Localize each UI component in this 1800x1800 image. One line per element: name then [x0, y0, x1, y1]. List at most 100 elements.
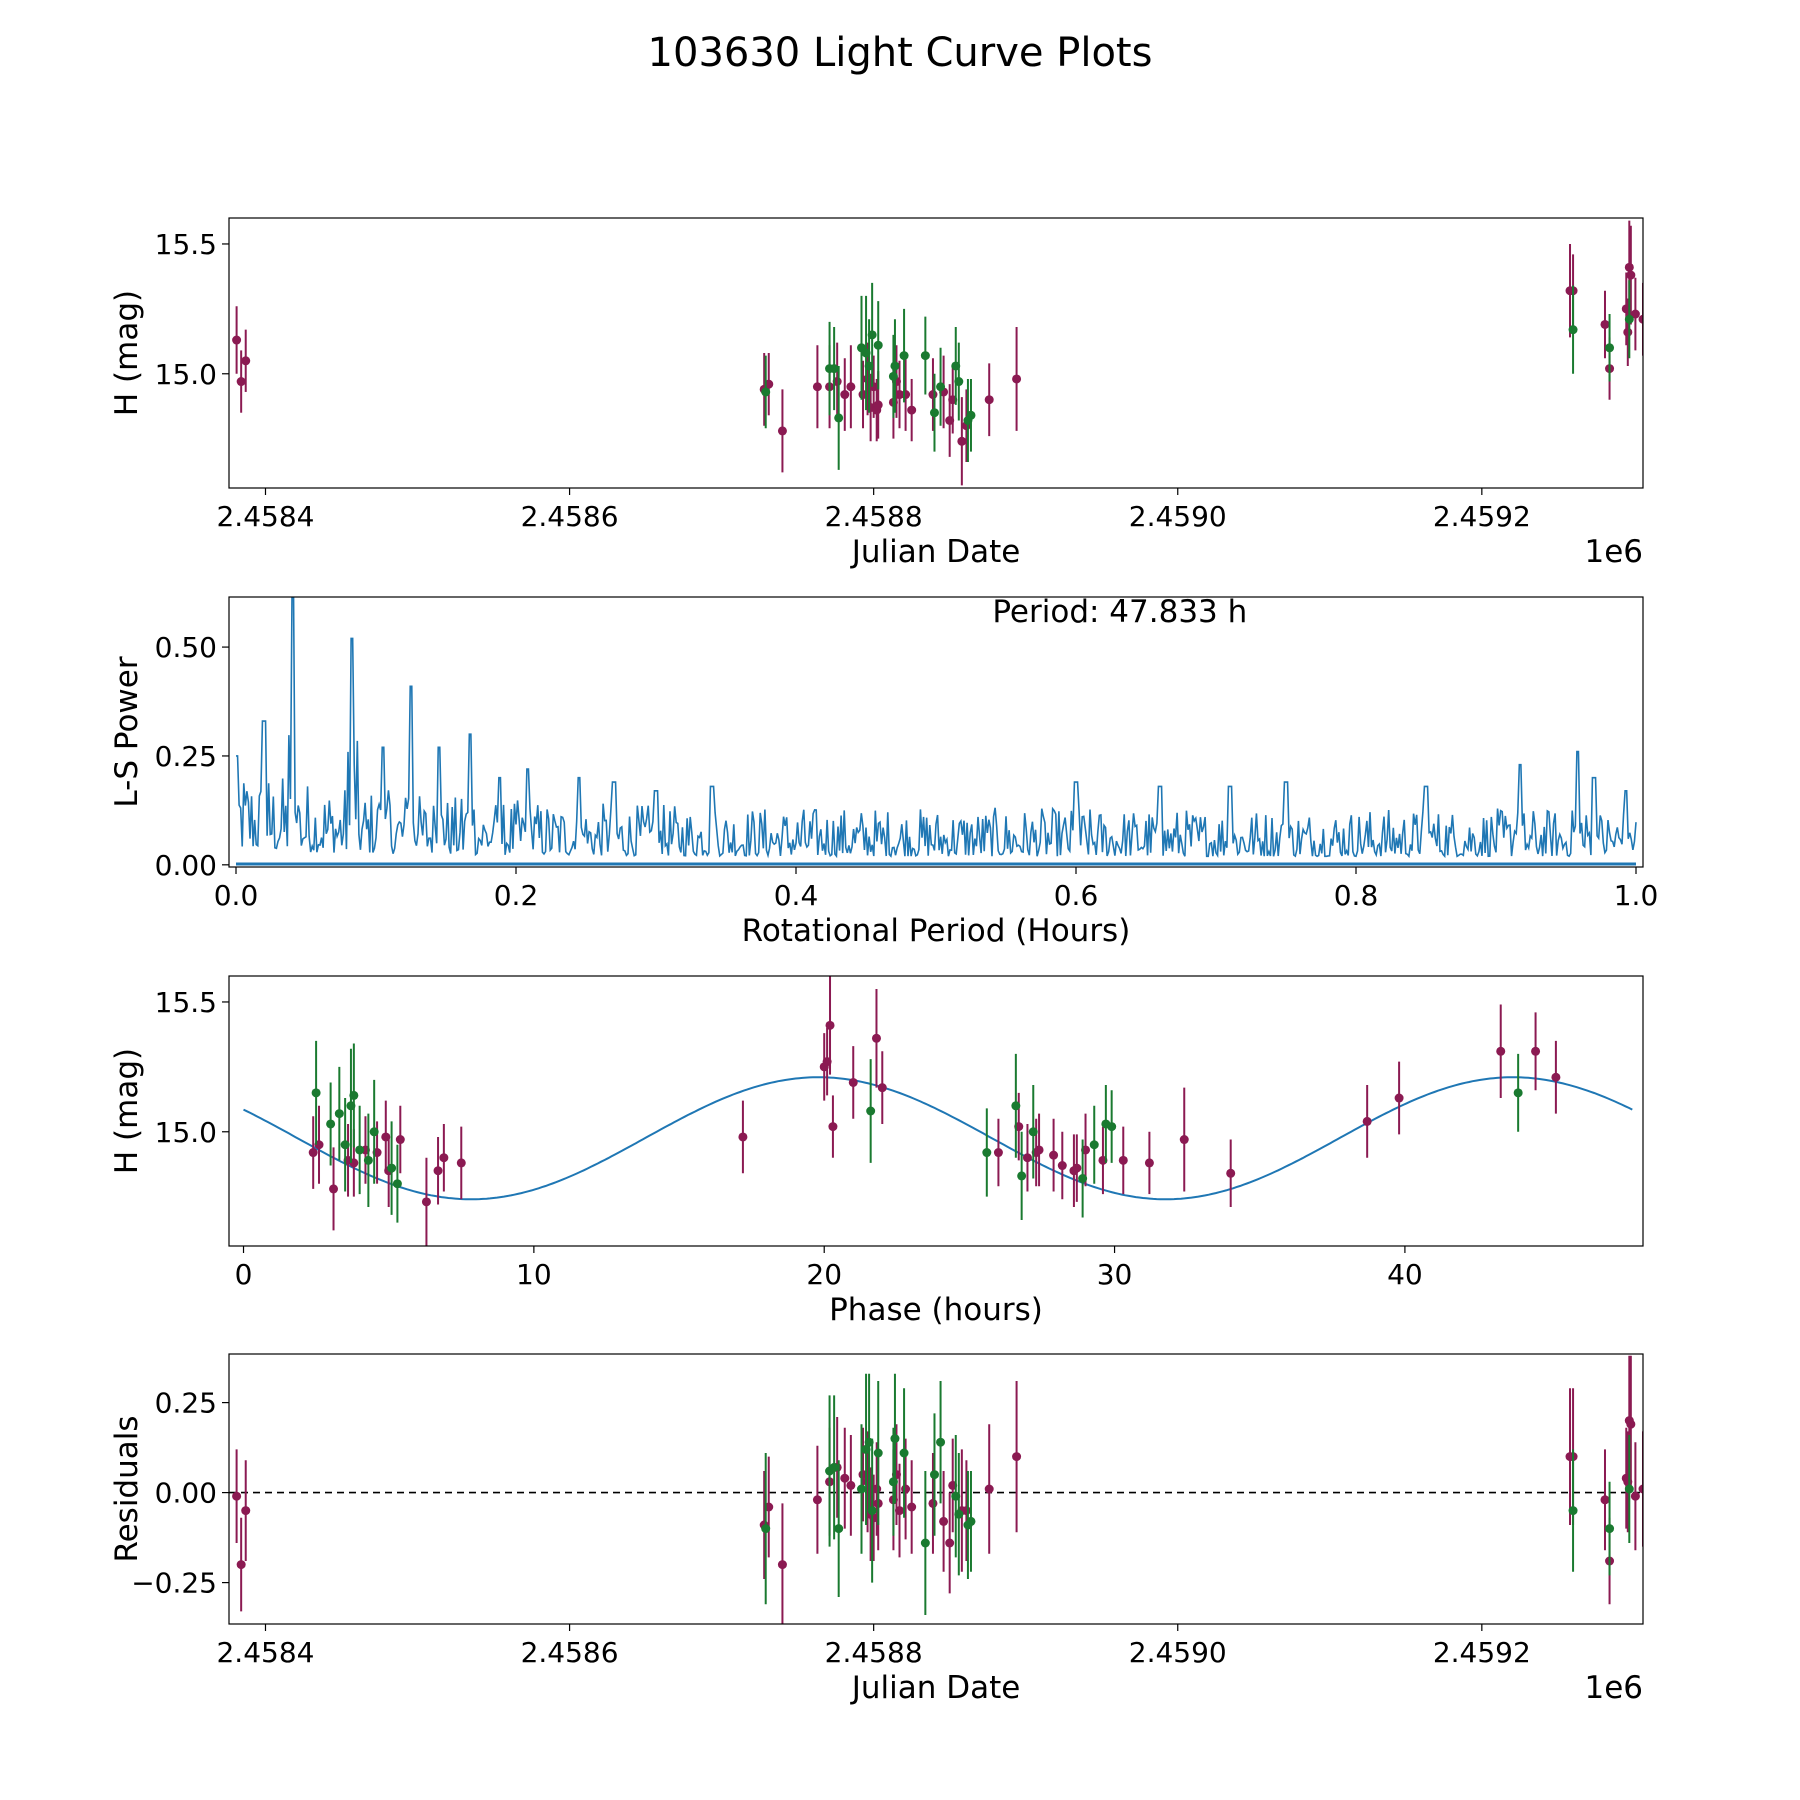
phased-light-curve-panel: 0 10 20 30 40 15.0 15.5 Phase (hours) H (mag): [109, 975, 1644, 1328]
data-point: [825, 1020, 835, 1030]
data-point: [1179, 1135, 1189, 1145]
plot-area: [243, 976, 1633, 1246]
data-point: [1623, 327, 1633, 337]
y-tick-label: 15.0: [155, 358, 217, 391]
data-series: [761, 1373, 1634, 1615]
data-point: [1011, 1101, 1021, 1111]
data-point: [1072, 1163, 1082, 1173]
x-axis-label: Julian Date: [850, 1670, 1021, 1706]
data-point: [1624, 1484, 1634, 1494]
data-point: [834, 413, 844, 423]
data-point: [899, 1448, 909, 1458]
x-tick-label: 1.0: [1614, 879, 1659, 912]
x-tick-label: 0.4: [774, 879, 819, 912]
data-point: [1600, 319, 1610, 329]
data-point: [1630, 309, 1640, 319]
x-tick-label: 0.8: [1334, 879, 1379, 912]
data-point: [848, 1077, 858, 1087]
data-point: [311, 1088, 321, 1098]
data-point: [1630, 1491, 1640, 1501]
axes-frame: [228, 217, 1644, 489]
data-point: [872, 1484, 882, 1494]
data-point: [866, 1106, 876, 1116]
data-point: [1012, 374, 1022, 384]
data-point: [1049, 1150, 1059, 1160]
data-point: [326, 1119, 336, 1129]
data-point: [1226, 1168, 1236, 1178]
data-point: [1028, 1127, 1038, 1137]
x-tick-label: 0.6: [1054, 879, 1099, 912]
model-fit-curve: [243, 1076, 1633, 1201]
data-point: [329, 1184, 339, 1194]
data-point: [1089, 1140, 1099, 1150]
x-tick-label: 2.4586: [521, 500, 619, 533]
data-point: [1605, 1524, 1615, 1534]
light-curve-panel: 2.4584 2.4586 2.4588 2.4590 2.4592 15.0 15.5 Ju…: [109, 217, 1644, 570]
data-point: [936, 382, 946, 392]
x-tick-label: 2.4586: [521, 1636, 619, 1669]
data-point: [1034, 1145, 1044, 1155]
data-point: [1551, 1072, 1561, 1082]
data-point: [840, 1473, 850, 1483]
data-point: [340, 1140, 350, 1150]
data-point: [984, 395, 994, 405]
x-tick-label: 2.4590: [1129, 500, 1227, 533]
data-point: [936, 1437, 946, 1447]
data-point: [387, 1163, 397, 1173]
data-point: [928, 1498, 938, 1508]
data-point: [232, 1491, 242, 1501]
data-point: [890, 1434, 900, 1444]
data-point: [1605, 343, 1615, 353]
data-point: [1638, 314, 1643, 324]
x-tick-label: 2.4588: [825, 500, 923, 533]
x-tick-label: 10: [516, 1258, 552, 1291]
x-tick-label: 2.4584: [216, 1636, 314, 1669]
data-point: [920, 351, 930, 361]
data-point: [308, 1148, 318, 1158]
data-point: [1626, 1419, 1636, 1429]
data-series: [311, 1040, 1523, 1223]
data-point: [456, 1158, 466, 1168]
data-point: [984, 1484, 994, 1494]
data-point: [873, 1448, 883, 1458]
y-axis-label: H (mag): [109, 290, 145, 416]
data-point: [1600, 1495, 1610, 1505]
data-point: [846, 1480, 856, 1490]
data-point: [369, 1127, 379, 1137]
data-point: [236, 1560, 246, 1570]
period-annotation: Period: 47.833 h: [992, 594, 1247, 630]
data-point: [241, 356, 251, 366]
data-point: [1118, 1155, 1128, 1165]
y-tick-label: 15.5: [155, 228, 217, 261]
data-point: [761, 387, 771, 397]
x-axis-offset-label: 1e6: [1584, 534, 1643, 570]
data-point: [1531, 1046, 1541, 1056]
data-point: [1496, 1046, 1506, 1056]
data-point: [871, 1033, 881, 1043]
data-point: [840, 390, 850, 400]
data-point: [873, 340, 883, 350]
data-point: [945, 1538, 955, 1548]
data-point: [966, 410, 976, 420]
data-point: [1624, 262, 1634, 272]
data-point: [888, 1477, 898, 1487]
y-tick-label: 15.5: [155, 986, 217, 1019]
data-point: [349, 1090, 359, 1100]
y-tick-label: 15.0: [155, 1116, 217, 1149]
data-point: [1568, 325, 1578, 335]
data-point: [421, 1197, 431, 1207]
data-point: [939, 1516, 949, 1526]
data-point: [877, 1083, 887, 1093]
data-point: [433, 1166, 443, 1176]
y-axis-label: Residuals: [109, 1415, 145, 1562]
data-point: [907, 1502, 917, 1512]
data-point: [828, 1122, 838, 1132]
data-point: [334, 1109, 344, 1119]
y-tick-label: 0.25: [155, 1387, 217, 1420]
data-point: [890, 361, 900, 371]
data-point: [982, 1148, 992, 1158]
data-point: [1568, 1506, 1578, 1516]
x-axis-label: Phase (hours): [829, 1292, 1043, 1328]
data-point: [993, 1148, 1003, 1158]
